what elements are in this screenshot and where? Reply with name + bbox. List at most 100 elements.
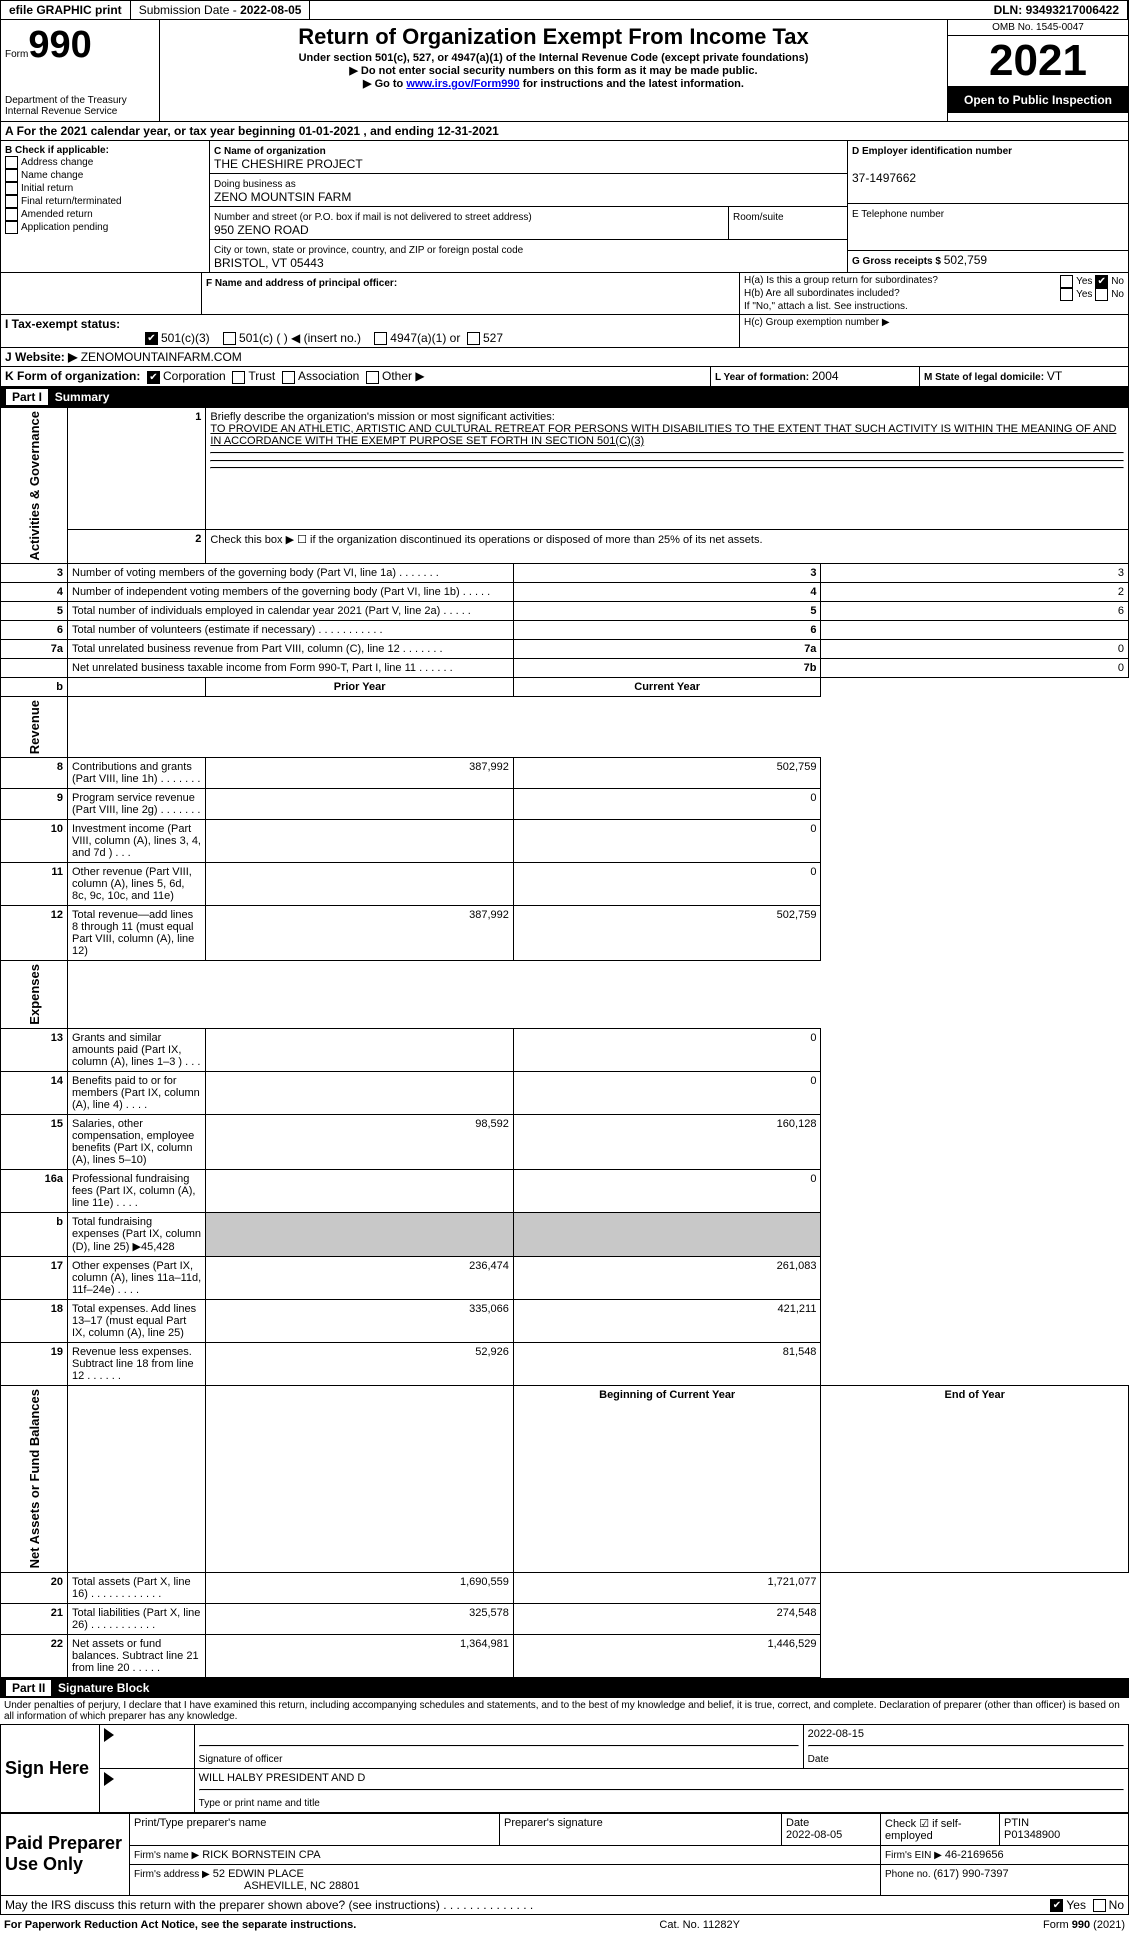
cb-irs-yes[interactable] (1050, 1899, 1063, 1912)
irs-discuss-row: May the IRS discuss this return with the… (0, 1896, 1129, 1915)
irs-question: May the IRS discuss this return with the… (5, 1898, 533, 1912)
sign-here-table: Sign Here Signature of officer 2022-08-1… (0, 1724, 1129, 1813)
side-governance: Activities & Governance (27, 411, 42, 561)
cb-other[interactable] (366, 371, 379, 384)
form-number: 990 (28, 24, 91, 66)
form-label: Form (5, 49, 28, 60)
cb-pending[interactable] (5, 221, 18, 234)
prep-date-label: Date (786, 1817, 809, 1829)
arrow-icon (104, 1728, 114, 1742)
street-label: Number and street (or P.O. box if mail i… (214, 212, 532, 223)
firm-ein-label: Firm's EIN ▶ (885, 1850, 942, 1861)
city: BRISTOL, VT 05443 (214, 256, 324, 270)
q2-text: Check this box ▶ ☐ if the organization d… (206, 529, 1129, 563)
cb-address-change[interactable] (5, 156, 18, 169)
website-value: ZENOMOUNTAINFARM.COM (77, 350, 241, 364)
sig-date: 2022-08-15 (808, 1728, 864, 1740)
check-b-label: B Check if applicable: (5, 145, 109, 156)
room-label: Room/suite (733, 212, 784, 223)
form-title: Return of Organization Exempt From Incom… (164, 24, 943, 50)
omb-number: OMB No. 1545-0047 (948, 20, 1128, 36)
ein: 37-1497662 (852, 171, 916, 185)
dba: ZENO MOUNTSIN FARM (214, 190, 351, 204)
side-revenue: Revenue (27, 700, 42, 754)
submission-date: Submission Date - 2022-08-05 (131, 1, 311, 19)
cb-4947[interactable] (374, 332, 387, 345)
ptin-label: PTIN (1004, 1817, 1029, 1829)
side-net: Net Assets or Fund Balances (27, 1389, 42, 1568)
header-grid: B Check if applicable: Address change Na… (0, 141, 1129, 273)
firm-ein: 46-2169656 (945, 1849, 1004, 1861)
preparer-table: Paid Preparer Use Only Print/Type prepar… (0, 1813, 1129, 1896)
firm-addr2: ASHEVILLE, NC 28801 (244, 1880, 360, 1892)
phone-label: E Telephone number (852, 209, 944, 220)
arrow-icon (104, 1772, 114, 1786)
prep-date: 2022-08-05 (786, 1829, 842, 1841)
page-footer: For Paperwork Reduction Act Notice, see … (0, 1915, 1129, 1935)
side-expenses: Expenses (27, 964, 42, 1025)
firm-name: RICK BORNSTEIN CPA (202, 1849, 320, 1861)
form-org-label: K Form of organization: (5, 369, 140, 383)
ein-label: D Employer identification number (852, 146, 1012, 157)
officer-name: WILL HALBY PRESIDENT AND D (199, 1772, 366, 1784)
name-label: C Name of organization (214, 146, 326, 157)
h-note: If "No," attach a list. See instructions… (744, 301, 1124, 312)
cb-527[interactable] (467, 332, 480, 345)
dln: DLN: 93493217006422 (986, 1, 1128, 19)
domicile-label: M State of legal domicile: (924, 372, 1047, 383)
cb-irs-no[interactable] (1093, 1899, 1106, 1912)
cb-assoc[interactable] (282, 371, 295, 384)
row-j: J Website: ▶ ZENOMOUNTAINFARM.COM (0, 348, 1129, 367)
self-employed: Check ☑ if self-employed (881, 1813, 1000, 1845)
row-i: I Tax-exempt status: 501(c)(3) 501(c) ( … (0, 315, 1129, 348)
prep-sig-label: Preparer's signature (499, 1813, 781, 1845)
footer-right: Form 990 (2021) (1043, 1919, 1125, 1931)
cb-corp[interactable] (147, 371, 160, 384)
name-title-label: Type or print name and title (199, 1798, 320, 1809)
part-2-bar: Part II Signature Block (0, 1678, 1129, 1698)
year-formation: 2004 (812, 369, 839, 383)
cb-hb-yes[interactable] (1060, 288, 1073, 301)
row-klm: K Form of organization: Corporation Trus… (0, 367, 1129, 386)
h-eoy: End of Year (821, 1386, 1129, 1572)
cb-trust[interactable] (232, 371, 245, 384)
firm-addr-label: Firm's address ▶ (134, 1869, 210, 1880)
gross-label: G Gross receipts $ (852, 256, 944, 267)
gross-value: 502,759 (944, 253, 987, 267)
cb-initial-return[interactable] (5, 182, 18, 195)
h-prior: Prior Year (206, 678, 514, 697)
cb-501c3[interactable] (145, 332, 158, 345)
ha-label: H(a) Is this a group return for subordin… (744, 275, 938, 288)
summary-table: Activities & Governance 1 Briefly descri… (0, 407, 1129, 1678)
footer-left: For Paperwork Reduction Act Notice, see … (4, 1919, 356, 1931)
cb-hb-no[interactable] (1095, 288, 1108, 301)
year-formation-label: L Year of formation: (715, 372, 812, 383)
cb-name-change[interactable] (5, 169, 18, 182)
subtitle-3: ▶ Go to www.irs.gov/Form990 for instruct… (164, 77, 943, 90)
h-current: Current Year (513, 678, 821, 697)
firm-phone-label: Phone no. (885, 1869, 933, 1880)
tax-year: 2021 (948, 36, 1128, 87)
officer-label: F Name and address of principal officer: (206, 278, 397, 289)
prep-name-label: Print/Type preparer's name (130, 1813, 500, 1845)
cb-amended[interactable] (5, 208, 18, 221)
line-a: A For the 2021 calendar year, or tax yea… (0, 122, 1129, 141)
street: 950 ZENO ROAD (214, 223, 309, 237)
form-header: Form990 Department of the Treasury Inter… (0, 20, 1129, 122)
part-1-bar: Part I Summary (0, 387, 1129, 407)
instructions-link[interactable]: www.irs.gov/Form990 (406, 78, 519, 90)
org-name: THE CHESHIRE PROJECT (214, 157, 363, 171)
hc-label: H(c) Group exemption number ▶ (739, 315, 1128, 347)
website-label: J Website: ▶ (5, 350, 77, 364)
cb-501c[interactable] (223, 332, 236, 345)
cb-ha-no[interactable] (1095, 275, 1108, 288)
h-boy: Beginning of Current Year (513, 1386, 821, 1572)
tax-status-label: I Tax-exempt status: (5, 317, 120, 331)
city-label: City or town, state or province, country… (214, 245, 523, 256)
subtitle-1: Under section 501(c), 527, or 4947(a)(1)… (164, 52, 943, 64)
cb-final-return[interactable] (5, 195, 18, 208)
inspection-badge: Open to Public Inspection (948, 87, 1128, 113)
declaration: Under penalties of perjury, I declare th… (0, 1698, 1129, 1724)
cb-ha-yes[interactable] (1060, 275, 1073, 288)
footer-mid: Cat. No. 11282Y (659, 1919, 740, 1931)
